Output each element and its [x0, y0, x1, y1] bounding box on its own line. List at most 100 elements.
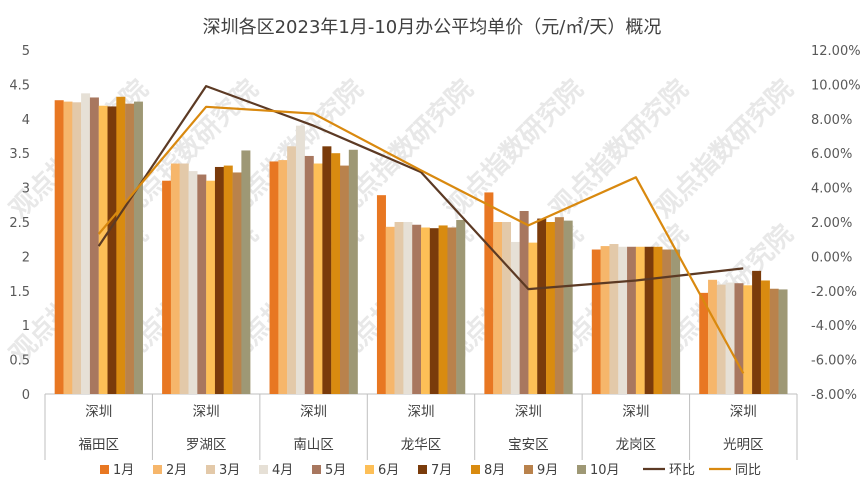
y-right-tick-label: 0.00%: [811, 250, 852, 265]
y-left-tick-label: 1: [22, 319, 30, 334]
legend-label: 3月: [219, 463, 240, 478]
bar: [447, 227, 457, 394]
bar: [493, 222, 503, 394]
bar: [340, 165, 350, 394]
legend-label: 环比: [669, 463, 695, 478]
bar: [671, 249, 681, 394]
category-label-line2: 南山区: [293, 437, 334, 453]
bar: [385, 226, 395, 394]
legend-swatch: [312, 465, 321, 474]
category-label-line1: 深圳: [730, 404, 757, 420]
bar: [760, 280, 770, 394]
legend-label: 5月: [325, 463, 346, 478]
bar: [170, 163, 180, 394]
legend-swatch: [471, 465, 480, 474]
y-right-tick-label: 4.00%: [811, 182, 852, 197]
y-left-tick-label: 2.5: [9, 216, 30, 231]
category-label-line1: 深圳: [515, 404, 542, 420]
bar: [502, 222, 512, 394]
legend-swatch: [524, 465, 533, 474]
legend-label: 8月: [484, 463, 505, 478]
bar: [278, 160, 288, 394]
bar: [206, 180, 216, 394]
bar: [197, 174, 207, 394]
legend-label: 7月: [431, 463, 452, 478]
bar: [537, 218, 547, 394]
bars: [54, 93, 788, 395]
bar: [322, 146, 332, 394]
bar: [125, 103, 135, 394]
category-label-line2: 福田区: [78, 437, 119, 453]
y-left-tick-label: 4: [22, 113, 30, 128]
bar: [403, 222, 413, 394]
bar: [304, 155, 314, 394]
line-series: [97, 84, 744, 291]
bar: [269, 161, 279, 394]
line-series: [97, 105, 745, 374]
bar: [554, 217, 564, 394]
bar: [769, 288, 779, 394]
bar: [214, 166, 224, 394]
category-label-line2: 光明区: [723, 437, 764, 453]
category-label-line1: 深圳: [193, 404, 220, 420]
y-right-tick-label: 12.00%: [811, 44, 861, 59]
y-left-tick-label: 4.5: [9, 78, 30, 93]
legend-swatch: [153, 465, 162, 474]
bar: [662, 249, 672, 394]
bar: [81, 93, 91, 394]
y-left-tick-label: 0: [22, 388, 30, 403]
bar: [107, 106, 117, 395]
bar: [600, 246, 610, 394]
category-label-line1: 深圳: [85, 404, 112, 420]
bar: [591, 249, 601, 394]
bar: [348, 149, 358, 394]
bar: [752, 270, 762, 394]
bar: [54, 100, 64, 394]
y-left-tick-label: 3.5: [9, 147, 30, 162]
legend-label: 10月: [590, 463, 620, 478]
y-right-tick-label: -6.00%: [811, 354, 857, 369]
legend-swatch: [259, 465, 268, 474]
bar: [563, 220, 573, 394]
category-label-line1: 深圳: [408, 404, 435, 420]
bar: [98, 105, 108, 394]
y-left-tick-label: 2: [22, 250, 30, 265]
bar: [778, 289, 788, 394]
bar: [133, 101, 143, 394]
bar: [708, 279, 718, 394]
bar: [438, 225, 448, 394]
y-right-tick-label: 6.00%: [811, 147, 852, 162]
bar: [743, 285, 753, 394]
legend-label: 同比: [735, 463, 761, 478]
bar: [627, 246, 637, 394]
category-label-line2: 龙岗区: [616, 437, 657, 453]
bar: [331, 153, 341, 394]
bar: [699, 292, 709, 394]
bar: [421, 227, 431, 394]
legend-swatch: [418, 465, 427, 474]
legend-swatch: [206, 465, 215, 474]
bar: [179, 163, 189, 394]
bar: [644, 246, 654, 394]
category-label-line2: 龙华区: [401, 437, 442, 453]
y-right-tick-label: -2.00%: [811, 285, 857, 300]
bar: [734, 283, 744, 394]
bar: [412, 224, 422, 394]
legend-swatch: [100, 465, 109, 474]
bar: [510, 241, 520, 394]
bar: [456, 219, 466, 394]
y-right-tick-label: 2.00%: [811, 216, 852, 231]
bar: [241, 150, 251, 394]
bar: [618, 246, 628, 394]
legend-label: 2月: [166, 463, 187, 478]
bar: [72, 102, 82, 394]
y-left-tick-label: 5: [22, 44, 30, 59]
bar: [295, 125, 305, 395]
category-label-line2: 宝安区: [508, 437, 549, 453]
bar: [63, 101, 73, 394]
bar: [89, 97, 99, 394]
category-label-line2: 罗湖区: [186, 437, 227, 453]
bar: [635, 246, 645, 394]
bar: [376, 195, 386, 394]
